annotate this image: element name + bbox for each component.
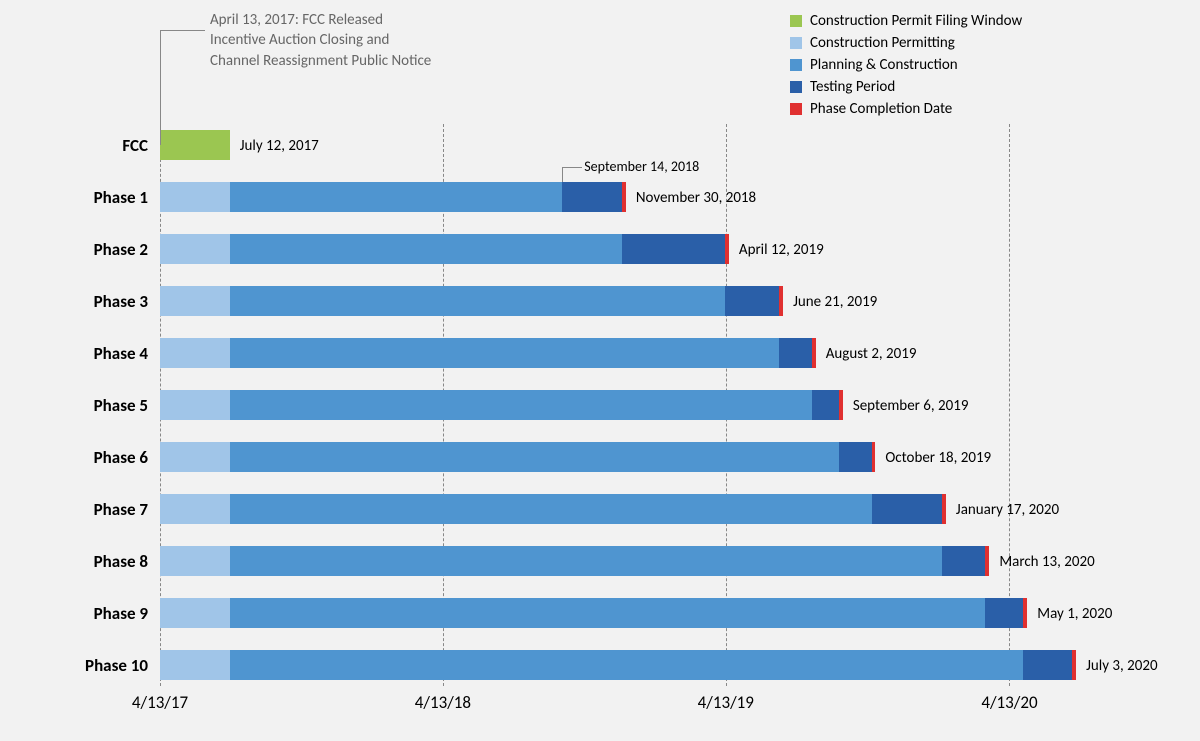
- callout-line: [160, 30, 205, 31]
- row-label: Phase 4: [94, 343, 148, 364]
- legend-item: Construction Permit Filing Window: [790, 12, 1022, 30]
- x-axis-tick-label: 4/13/20: [959, 692, 1059, 713]
- bar-segment-permitting: [160, 286, 230, 316]
- row-label: Phase 1: [94, 187, 148, 208]
- legend-label: Construction Permit Filing Window: [810, 12, 1022, 30]
- row-label: Phase 7: [94, 499, 148, 520]
- bar-end-label: May 1, 2020: [1037, 605, 1112, 623]
- bar-segment-testing: [1023, 650, 1072, 680]
- bar-segment-planning: [230, 390, 812, 420]
- bar-segment-permitting: [160, 494, 230, 524]
- bar-end-label: April 12, 2019: [739, 241, 824, 259]
- bar-segment-testing: [725, 286, 779, 316]
- bar-segment-completion: [725, 234, 729, 264]
- callout-line: [562, 167, 563, 182]
- row-label: Phase 6: [94, 447, 148, 468]
- bar-segment-planning: [230, 442, 839, 472]
- bar-segment-testing: [622, 234, 725, 264]
- bar-segment-permitting: [160, 650, 230, 680]
- bar-end-label: January 17, 2020: [956, 501, 1059, 519]
- legend-label: Planning & Construction: [810, 56, 958, 74]
- bar-end-label: August 2, 2019: [826, 345, 917, 363]
- bar-segment-completion: [839, 390, 843, 420]
- bar-segment-testing: [812, 390, 839, 420]
- bar-segment-planning: [230, 494, 872, 524]
- bar-end-label: July 3, 2020: [1086, 657, 1157, 675]
- row-label: Phase 9: [94, 603, 148, 624]
- bar-segment-completion: [779, 286, 783, 316]
- row-label: Phase 3: [94, 291, 148, 312]
- row-label: Phase 8: [94, 551, 148, 572]
- bar-segment-testing: [985, 598, 1023, 628]
- bar-end-label: September 6, 2019: [853, 397, 969, 415]
- legend: Construction Permit Filing Window Constru…: [790, 12, 1022, 122]
- legend-item: Testing Period: [790, 78, 1022, 96]
- annotation-line: April 13, 2017: FCC Released: [210, 10, 431, 30]
- bar-end-label: July 12, 2017: [240, 137, 319, 155]
- bar-segment-planning: [230, 234, 622, 264]
- bar-segment-filing_window: [160, 130, 230, 160]
- bar-segment-planning: [230, 650, 1024, 680]
- bar-segment-permitting: [160, 390, 230, 420]
- callout-line: [562, 167, 582, 168]
- bar-segment-completion: [1072, 650, 1076, 680]
- annotation-testing-start: September 14, 2018: [584, 158, 699, 175]
- row-label: Phase 5: [94, 395, 148, 416]
- row-label: Phase 2: [94, 239, 148, 260]
- bar-segment-completion: [812, 338, 816, 368]
- x-axis-tick-label: 4/13/18: [393, 692, 493, 713]
- bar-end-label: October 18, 2019: [885, 449, 991, 467]
- bar-end-label: June 21, 2019: [793, 293, 877, 311]
- bar-segment-planning: [230, 182, 563, 212]
- bar-segment-planning: [230, 286, 725, 316]
- callout-line: [160, 30, 161, 145]
- bar-segment-permitting: [160, 338, 230, 368]
- bar-segment-completion: [942, 494, 946, 524]
- bar-segment-permitting: [160, 182, 230, 212]
- legend-item: Planning & Construction: [790, 56, 1022, 74]
- legend-item: Phase Completion Date: [790, 100, 1022, 118]
- bar-segment-planning: [230, 338, 780, 368]
- x-axis-tick-label: 4/13/19: [676, 692, 776, 713]
- bar-segment-testing: [942, 546, 985, 576]
- x-axis-tick-label: 4/13/17: [110, 692, 210, 713]
- bar-segment-permitting: [160, 442, 230, 472]
- bar-segment-completion: [985, 546, 989, 576]
- bar-segment-permitting: [160, 598, 230, 628]
- legend-swatch: [790, 15, 802, 27]
- annotation-line: Incentive Auction Closing and: [210, 30, 431, 50]
- legend-label: Testing Period: [810, 78, 895, 96]
- bar-segment-planning: [230, 546, 942, 576]
- bar-segment-permitting: [160, 234, 230, 264]
- bar-segment-permitting: [160, 546, 230, 576]
- annotation-line: Channel Reassignment Public Notice: [210, 51, 431, 71]
- bar-segment-testing: [872, 494, 943, 524]
- legend-swatch: [790, 103, 802, 115]
- bar-segment-planning: [230, 598, 986, 628]
- legend-item: Construction Permitting: [790, 34, 1022, 52]
- bar-segment-testing: [839, 442, 872, 472]
- bar-end-label: November 30, 2018: [636, 189, 756, 207]
- legend-label: Phase Completion Date: [810, 100, 952, 118]
- bar-segment-testing: [562, 182, 622, 212]
- gantt-chart: 4/13/17 4/13/18 4/13/19 4/13/20 FCC July 12, …: [0, 0, 1200, 741]
- legend-swatch: [790, 37, 802, 49]
- bar-segment-completion: [872, 442, 876, 472]
- bar-end-label: March 13, 2020: [999, 553, 1094, 571]
- legend-swatch: [790, 59, 802, 71]
- legend-label: Construction Permitting: [810, 34, 955, 52]
- annotation-fcc-release: April 13, 2017: FCC ReleasedIncentive Au…: [210, 10, 431, 71]
- bar-segment-completion: [1023, 598, 1027, 628]
- row-label: FCC: [122, 135, 148, 156]
- legend-swatch: [790, 81, 802, 93]
- bar-segment-completion: [622, 182, 626, 212]
- bar-segment-testing: [779, 338, 812, 368]
- row-label: Phase 10: [85, 655, 148, 676]
